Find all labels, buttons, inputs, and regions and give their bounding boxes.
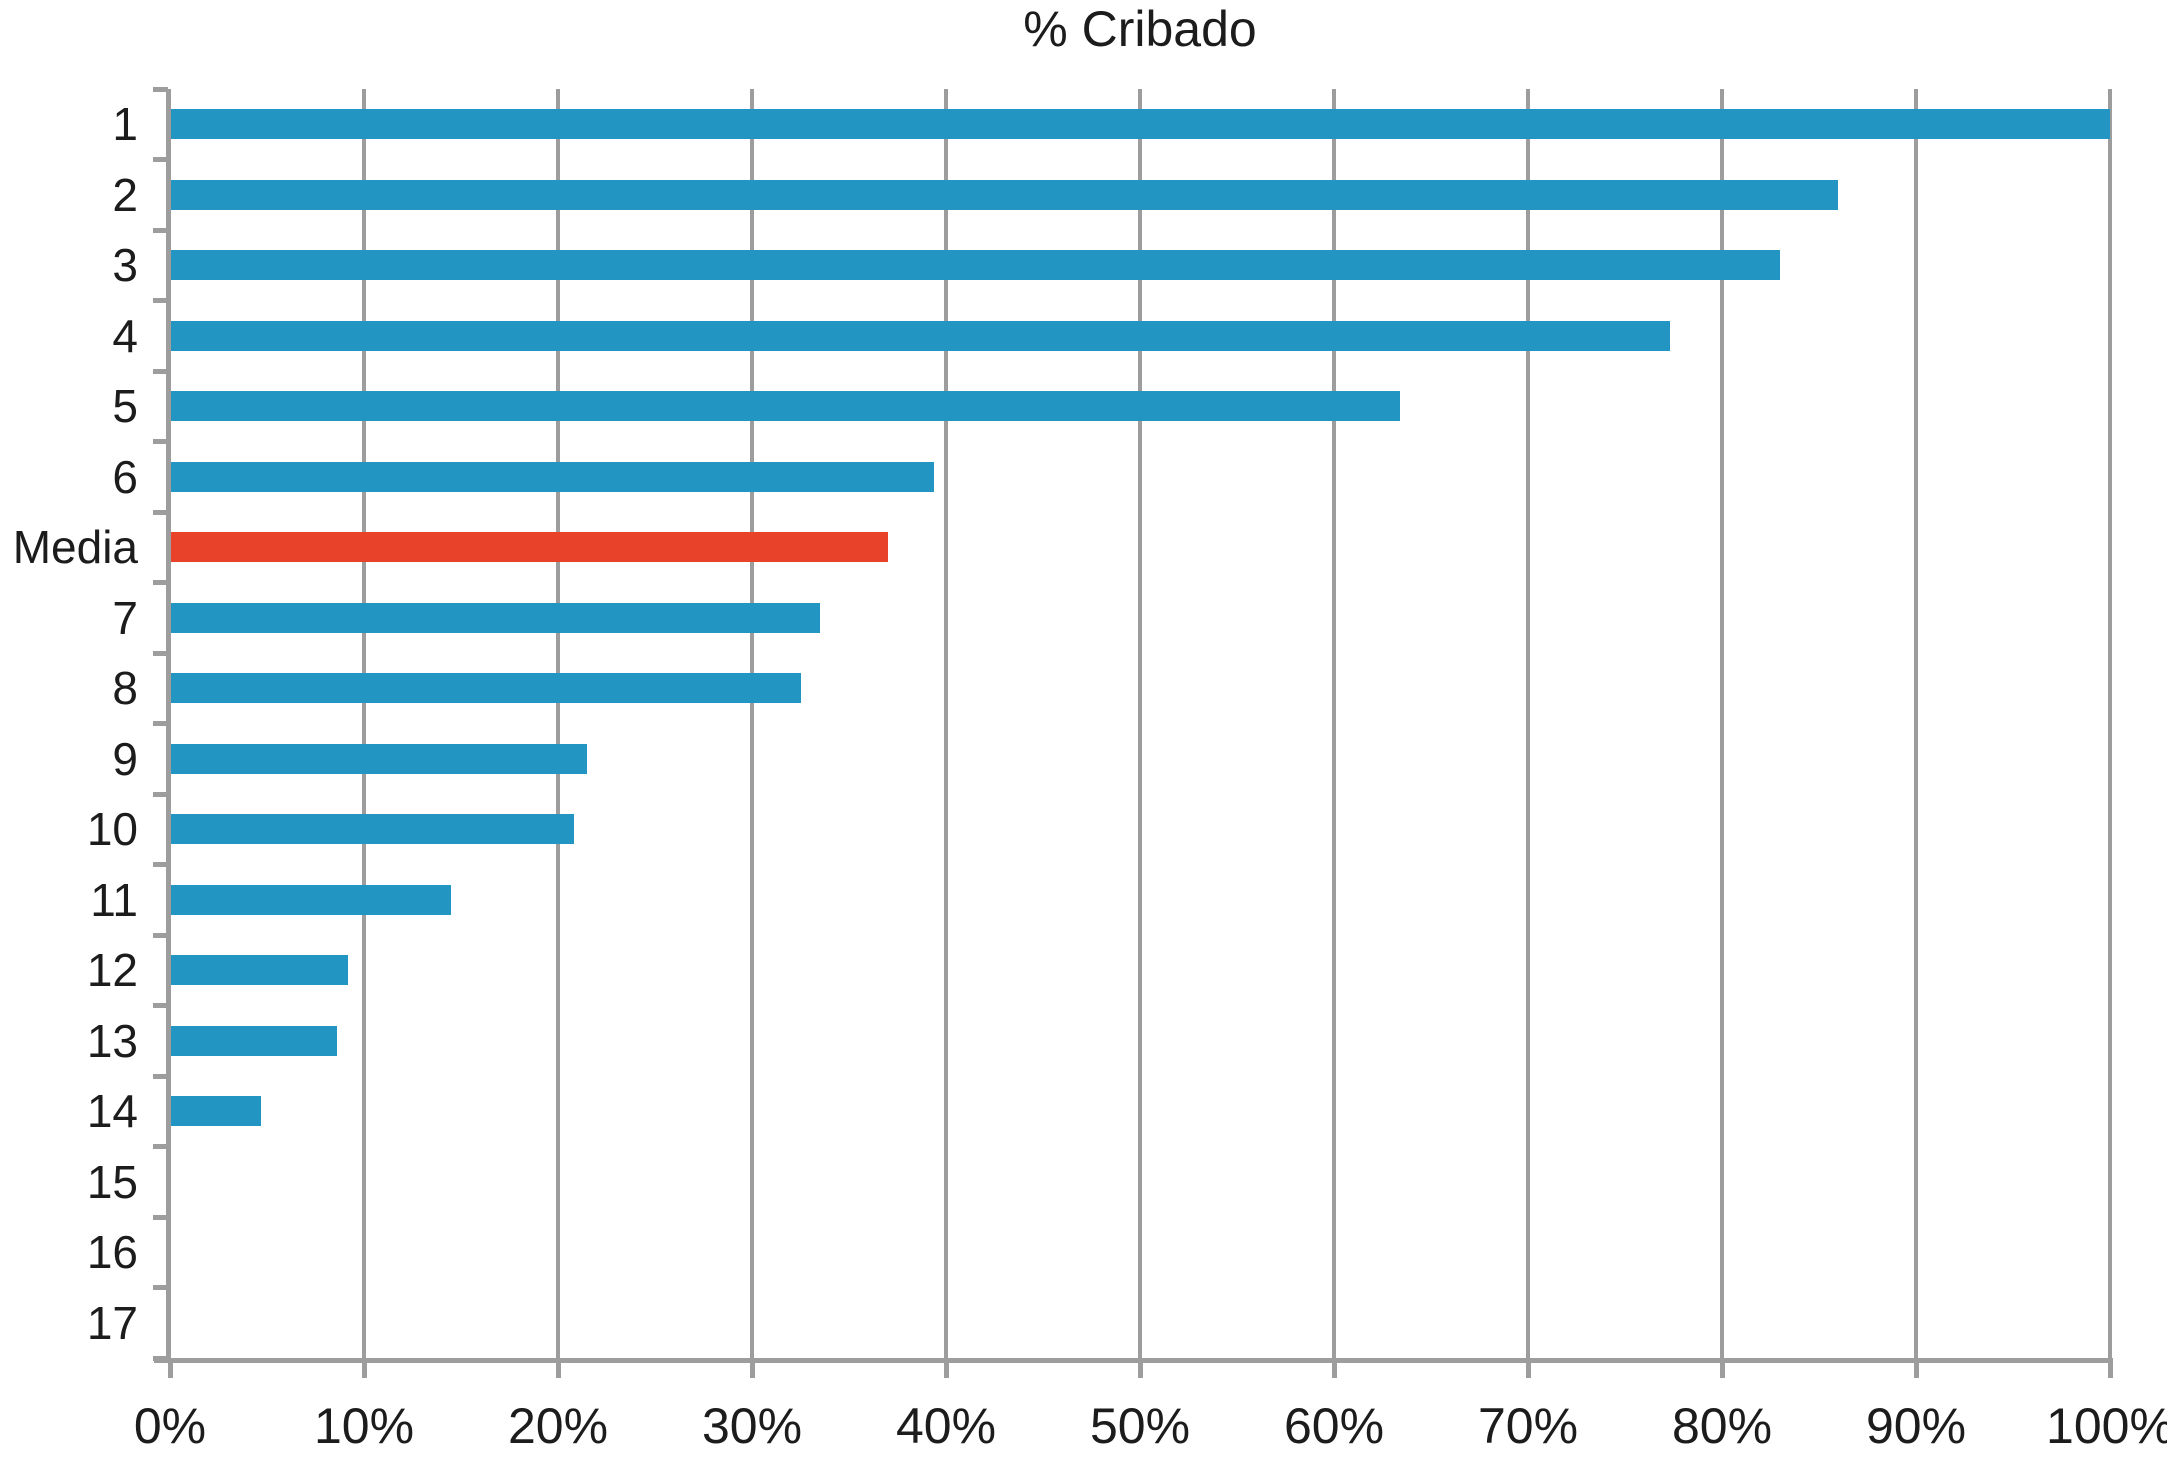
- y-axis-tick: [153, 862, 168, 867]
- bar-8: [170, 673, 801, 704]
- y-axis-tick: [153, 157, 168, 162]
- y-axis-tick: [153, 1144, 168, 1149]
- gridline-30%: [750, 89, 754, 1358]
- y-axis-tick: [153, 227, 168, 233]
- x-tick-label: 70%: [1477, 1398, 1579, 1454]
- x-tick-label: 100%: [2046, 1398, 2167, 1454]
- bar-3: [170, 250, 1781, 281]
- y-axis-tick: [153, 721, 168, 726]
- x-tick-label: 30%: [701, 1398, 803, 1454]
- x-tick-label: 90%: [1865, 1398, 1967, 1454]
- gridline-80%: [1720, 89, 1724, 1358]
- y-axis-tick: [153, 368, 168, 374]
- x-axis-tick: [943, 1358, 949, 1378]
- y-axis-tick: [153, 1073, 168, 1079]
- y-axis-tick: [153, 1355, 168, 1361]
- y-category-label-16: 16: [86, 1226, 138, 1278]
- y-category-label-14: 14: [86, 1085, 138, 1137]
- y-axis-tick: [153, 650, 168, 656]
- y-category-label-17: 17: [86, 1296, 138, 1349]
- gridline-50%: [1138, 89, 1142, 1358]
- gridline-20%: [556, 89, 560, 1358]
- y-category-label-5: 5: [112, 380, 138, 432]
- x-axis-tick: [1331, 1358, 1337, 1378]
- x-tick-label: 10%: [313, 1398, 415, 1454]
- gridline-90%: [1914, 89, 1918, 1358]
- y-axis-tick: [153, 86, 168, 92]
- bar-6: [170, 461, 935, 492]
- plot-area: [170, 89, 2112, 1358]
- x-axis-line: [154, 1358, 2112, 1363]
- x-axis-tick: [1525, 1358, 1531, 1378]
- x-tick-label: 60%: [1283, 1398, 1385, 1454]
- y-axis-tick: [153, 1214, 168, 1220]
- y-category-label-4: 4: [112, 309, 138, 362]
- y-category-label-11: 11: [90, 873, 138, 926]
- x-tick-label: 80%: [1671, 1398, 1773, 1454]
- y-axis-tick: [153, 791, 168, 797]
- x-tick-label: 0%: [133, 1398, 207, 1454]
- y-category-label-15: 15: [86, 1155, 138, 1208]
- bar-1: [170, 109, 2110, 140]
- y-category-label-12: 12: [86, 944, 138, 996]
- gridline-40%: [944, 89, 948, 1358]
- x-tick-label: 40%: [895, 1398, 997, 1454]
- y-axis-tick: [153, 509, 168, 515]
- y-axis-tick: [153, 580, 168, 585]
- x-axis-tick: [1913, 1358, 1919, 1378]
- y-category-label-3: 3: [112, 239, 138, 291]
- y-axis-tick: [153, 932, 168, 938]
- bar-9: [170, 743, 588, 774]
- x-axis-tick: [1719, 1358, 1725, 1378]
- y-category-label-8: 8: [112, 662, 138, 714]
- bar-12: [170, 955, 349, 986]
- y-category-label-13: 13: [86, 1014, 138, 1067]
- x-axis-tick: [555, 1358, 561, 1378]
- y-axis-tick: [153, 1003, 168, 1008]
- y-category-label-1: 1: [112, 98, 138, 150]
- y-axis-line: [166, 89, 171, 1363]
- bar-10: [170, 814, 574, 845]
- y-category-label-media: Media: [12, 521, 138, 573]
- y-category-label-7: 7: [112, 591, 138, 644]
- gridline-60%: [1332, 89, 1336, 1358]
- bar-4: [170, 320, 1670, 351]
- bar-media: [170, 532, 888, 563]
- bar-11: [170, 884, 452, 915]
- gridline-70%: [1526, 89, 1530, 1358]
- y-category-label-2: 2: [112, 168, 138, 221]
- y-axis-tick: [153, 1285, 168, 1290]
- x-axis-tick: [361, 1358, 367, 1378]
- bar-2: [170, 179, 1839, 210]
- gridline-10%: [362, 89, 366, 1358]
- x-axis-tick: [749, 1358, 755, 1378]
- x-axis-tick: [167, 1358, 173, 1378]
- bar-13: [170, 1025, 337, 1056]
- x-axis-tick: [1137, 1358, 1143, 1378]
- y-category-label-6: 6: [112, 450, 138, 503]
- x-tick-label: 50%: [1089, 1398, 1191, 1454]
- x-tick-label: 20%: [507, 1398, 609, 1454]
- bar-5: [170, 391, 1400, 422]
- chart-title: % Cribado: [1023, 1, 1257, 57]
- x-axis-tick: [2107, 1358, 2113, 1378]
- y-category-label-10: 10: [86, 803, 138, 855]
- y-axis-tick: [153, 298, 168, 303]
- bar-14: [170, 1096, 262, 1127]
- y-axis-tick: [153, 439, 168, 444]
- y-category-label-9: 9: [112, 732, 138, 785]
- gridline-100%: [2108, 89, 2112, 1358]
- bar-7: [170, 602, 820, 633]
